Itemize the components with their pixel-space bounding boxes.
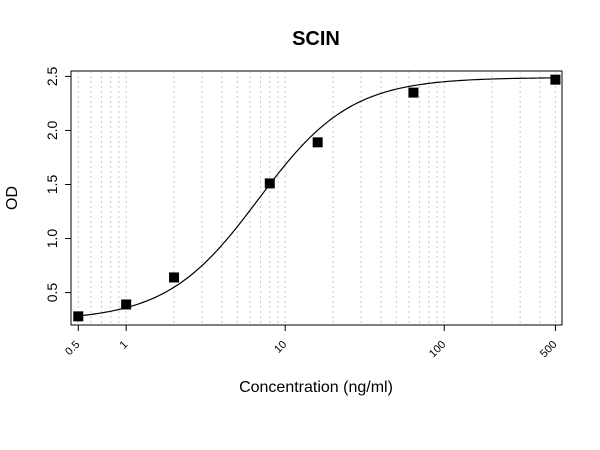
x-tick-label: 100 (427, 339, 448, 360)
data-point (550, 74, 561, 85)
y-tick-label: 1.5 (44, 175, 60, 195)
y-axis-title: OD (4, 186, 21, 210)
data-point (408, 87, 419, 98)
data-point (121, 299, 132, 310)
y-tick-label: 1.0 (44, 229, 60, 249)
data-point (73, 311, 84, 322)
x-axis-title: Concentration (ng/ml) (239, 379, 393, 396)
y-tick-label: 2.0 (44, 121, 60, 141)
grid-layer (77, 71, 556, 325)
data-point (169, 272, 180, 283)
plot-frame (70, 70, 563, 326)
y-tick-label: 0.5 (44, 283, 60, 303)
y-tick-label: 2.5 (44, 66, 60, 86)
chart-title: SCIN (292, 28, 340, 50)
data-point (264, 178, 275, 189)
curve-layer (78, 77, 556, 317)
x-tick-label: 10 (272, 339, 289, 356)
points-layer (73, 74, 561, 322)
x-tick-label: 1 (117, 339, 130, 352)
axes-layer: 0.5 1.0 1.5 2.0 2.5 0.5 1 10 100 500 (44, 66, 560, 360)
fit-curve (78, 77, 556, 317)
x-tick-label: 500 (538, 339, 559, 360)
x-tick-label: 0.5 (63, 339, 82, 358)
data-point (312, 137, 323, 148)
